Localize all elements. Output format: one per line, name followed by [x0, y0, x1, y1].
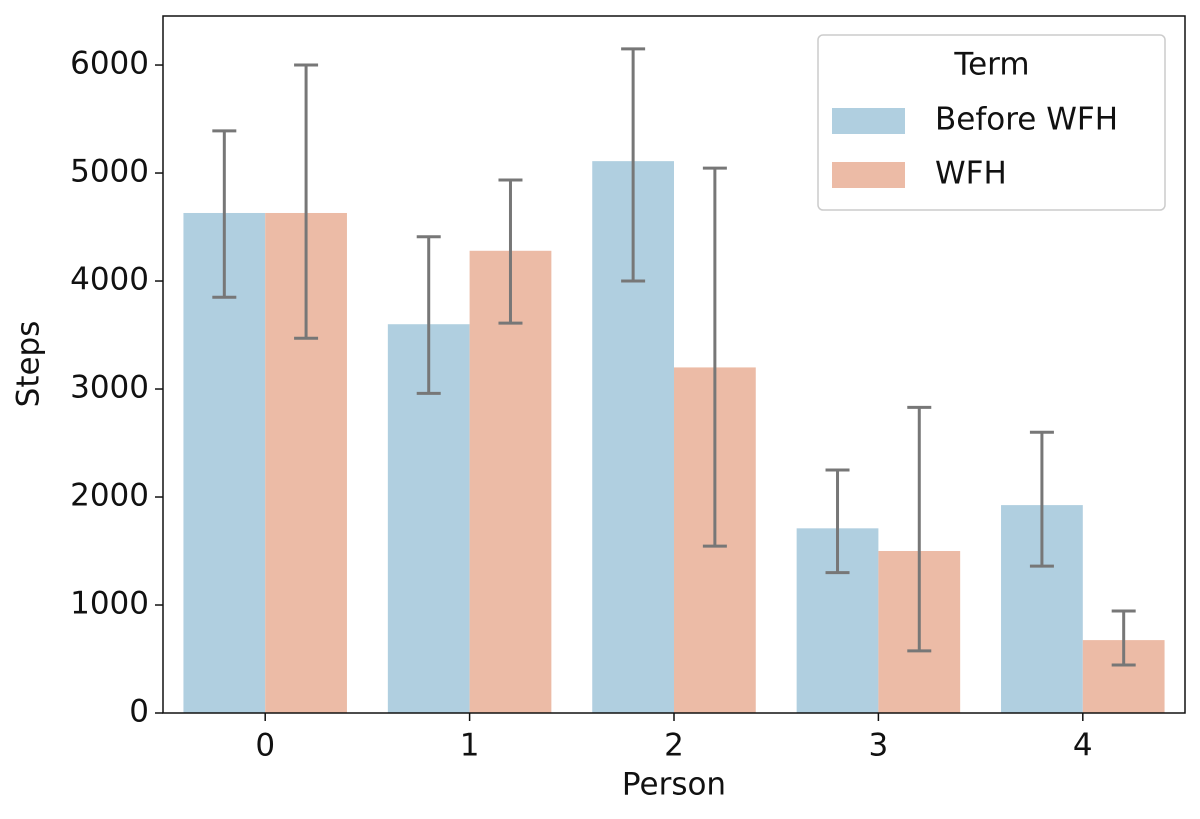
error-bar — [621, 47, 646, 283]
error-bar — [1029, 430, 1054, 568]
y-tick-label: 1000 — [70, 586, 149, 622]
error-bar — [294, 63, 319, 340]
legend-label: WFH — [935, 156, 1007, 192]
plot-frame — [162, 15, 1186, 714]
x-tick-label: 3 — [869, 728, 889, 764]
x-tick-label: 1 — [460, 728, 480, 764]
legend-swatch — [832, 108, 905, 134]
x-tick-label: 2 — [664, 728, 684, 764]
y-tick-label: 2000 — [70, 478, 149, 514]
y-axis-label: Steps — [11, 321, 47, 408]
bar — [469, 250, 552, 713]
error-bar — [702, 166, 727, 548]
error-bar — [907, 405, 932, 653]
error-bar — [498, 178, 523, 325]
y-tick-label: 6000 — [70, 46, 149, 82]
y-tick-label: 4000 — [70, 262, 149, 298]
legend-swatch — [832, 162, 905, 188]
y-tick-label: 5000 — [70, 154, 149, 190]
error-bar — [212, 129, 237, 299]
legend-label: Before WFH — [935, 102, 1118, 138]
y-tick-label: 3000 — [70, 370, 149, 406]
x-tick-label: 0 — [255, 728, 275, 764]
legend-title: Term — [953, 47, 1029, 83]
error-bar — [416, 235, 441, 395]
error-bar — [825, 468, 850, 575]
x-tick-label: 4 — [1073, 728, 1093, 764]
error-bar — [1111, 609, 1136, 667]
x-axis-label: Person — [622, 767, 726, 803]
y-tick-label: 0 — [129, 694, 149, 730]
